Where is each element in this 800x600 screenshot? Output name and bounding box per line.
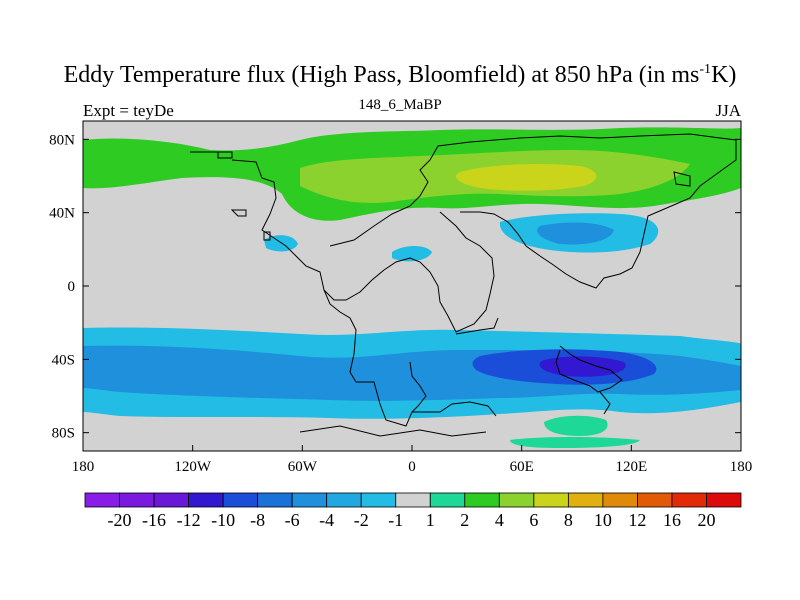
coastlines	[190, 133, 737, 437]
map-field	[83, 121, 741, 451]
colorbar-swatch	[637, 492, 673, 508]
colorbar-swatch	[602, 492, 638, 508]
colorbar-label: 10	[594, 510, 612, 530]
colorbar-swatch	[326, 492, 362, 508]
sh-flux-minimum	[539, 356, 626, 377]
colorbar-swatch	[360, 492, 397, 508]
plot-title: Eddy Temperature flux (High Pass, Bloomf…	[0, 62, 800, 89]
colorbar-label: -6	[285, 510, 300, 530]
colorbar-swatch	[464, 492, 500, 508]
colorbar-swatch	[395, 492, 431, 508]
colorbar-label: -8	[250, 510, 265, 530]
colorbar-swatch	[222, 492, 259, 508]
colorbar-label: 4	[495, 510, 504, 530]
title-tail: K)	[711, 62, 737, 88]
colorbar-label: 12	[628, 510, 646, 530]
colorbar-label: 6	[529, 510, 538, 530]
latitude-axis: 80N 40N 0 40S 80S	[49, 132, 741, 442]
colorbar-label: -1	[388, 510, 403, 530]
colorbar-label: 20	[697, 510, 715, 530]
colorbar-swatch	[291, 492, 328, 508]
period-label: 148_6_MaBP	[358, 97, 442, 113]
lon-tick-label: 60E	[510, 459, 534, 475]
colorbar-swatch	[257, 492, 293, 508]
antarctic-positive-strip	[510, 437, 640, 448]
colorbar-label: 2	[460, 510, 469, 530]
colorbar-swatch	[533, 492, 569, 508]
colorbar-swatch	[119, 492, 155, 508]
lon-tick-label: 120E	[615, 459, 647, 475]
colorbar-swatch	[188, 492, 224, 508]
lat-tick-label: 40N	[49, 206, 75, 222]
colorbar-swatch	[429, 492, 466, 508]
lon-tick-label: 60W	[288, 459, 318, 475]
colorbar-label: -12	[177, 510, 201, 530]
longitude-axis: 180 120W 60W 0 60E 120E 180	[72, 445, 753, 475]
lon-tick-label: 120W	[174, 459, 212, 475]
colorbar-label: -20	[108, 510, 132, 530]
colorbar-swatch	[706, 492, 742, 508]
antarctic-positive-patch	[544, 415, 608, 436]
colorbar-label: -10	[211, 510, 235, 530]
colorbar-label: -2	[354, 510, 369, 530]
nh-flux-max	[456, 164, 597, 191]
lon-tick-label: 180	[72, 459, 95, 475]
asia-negative-core	[537, 222, 614, 245]
title-main: Eddy Temperature flux (High Pass, Bloomf…	[63, 62, 700, 88]
colorbar	[84, 492, 742, 508]
atlantic-negative-patch	[392, 246, 432, 262]
colorbar-swatch	[153, 492, 189, 508]
colorbar-label: 16	[663, 510, 681, 530]
colorbar-swatch	[671, 492, 707, 508]
colorbar-swatch	[567, 492, 604, 508]
lon-tick-label: 0	[408, 459, 416, 475]
pacific-negative-patch	[264, 235, 298, 252]
colorbar-label: 8	[564, 510, 573, 530]
lon-tick-label: 180	[730, 459, 753, 475]
lat-tick-label: 0	[68, 279, 76, 295]
colorbar-label: -4	[319, 510, 334, 530]
lat-tick-label: 80S	[52, 426, 75, 442]
lat-tick-label: 40S	[52, 352, 75, 368]
colorbar-swatch	[84, 492, 120, 508]
colorbar-label: 1	[426, 510, 435, 530]
colorbar-label: -16	[142, 510, 166, 530]
title-superscript: -1	[699, 62, 712, 77]
colorbar-labels: -20 -16 -12 -10 -8 -6 -4 -2 -1 1 2 4 6 8 10 12 16 20	[108, 510, 716, 530]
lat-tick-label: 80N	[49, 132, 75, 148]
colorbar-swatch	[498, 492, 535, 508]
season-label: JJA	[715, 101, 741, 120]
experiment-label: Expt = teyDe	[83, 101, 174, 120]
